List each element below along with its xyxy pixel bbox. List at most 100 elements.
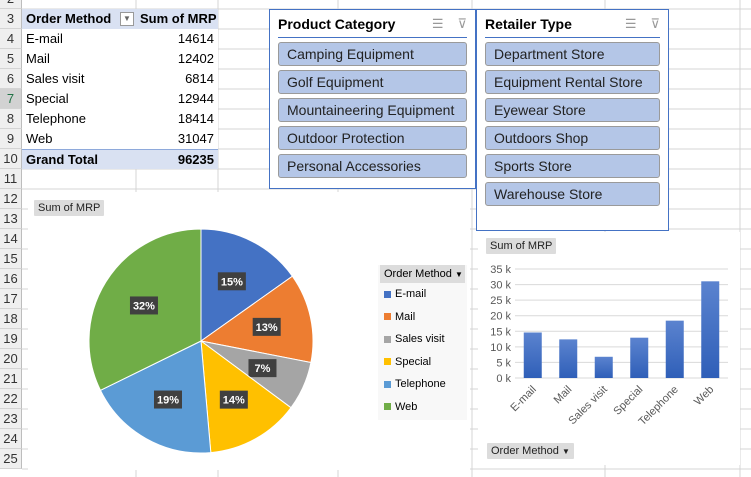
- row-header[interactable]: 16: [0, 269, 22, 289]
- bar-value-field-button[interactable]: Sum of MRP: [486, 238, 557, 254]
- slicer-item[interactable]: Equipment Rental Store: [485, 70, 660, 94]
- dropdown-arrow-icon: ▼: [454, 270, 463, 279]
- legend-label: E-mail: [395, 288, 427, 301]
- row-header[interactable]: 15: [0, 249, 22, 269]
- row-header[interactable]: 11: [0, 169, 22, 189]
- bar-mail[interactable]: [559, 339, 578, 378]
- slicer-item[interactable]: Warehouse Store: [485, 182, 660, 206]
- bar-special[interactable]: [630, 337, 649, 378]
- slicer-item[interactable]: Sports Store: [485, 154, 660, 178]
- row-header[interactable]: 24: [0, 429, 22, 449]
- legend-label: Mail: [395, 310, 416, 323]
- pivot-row-label[interactable]: E-mail: [22, 29, 136, 49]
- legend-swatch: [384, 290, 391, 298]
- row-header[interactable]: 9: [0, 129, 22, 149]
- row-header[interactable]: 8: [0, 109, 22, 129]
- slicer-item[interactable]: Camping Equipment: [278, 42, 467, 66]
- slicer-product-category: Product Category ☰ ⊽ Camping Equipment Golf…: [269, 9, 476, 189]
- row-header[interactable]: 14: [0, 229, 22, 249]
- data-label-box: [217, 272, 246, 291]
- row-header[interactable]: 6: [0, 69, 22, 89]
- bar-axis-field-button[interactable]: Order Method ▼: [487, 443, 574, 459]
- legend-field-button[interactable]: Order Method ▼: [380, 265, 465, 283]
- row-header[interactable]: 7: [0, 89, 22, 109]
- row-header[interactable]: 3: [0, 9, 22, 29]
- bar-sales-visit[interactable]: [594, 356, 613, 378]
- dropdown-arrow-icon: ▼: [561, 447, 570, 456]
- row-header[interactable]: 25: [0, 449, 22, 469]
- bar-plot: 0 k 5 k 10 k 15 k 20 k 25 k 30 k 35 k E-mail Mail…: [490, 264, 728, 428]
- legend-item[interactable]: E-mail: [378, 283, 467, 306]
- grand-total-label: Grand Total: [22, 149, 136, 169]
- pivot-row-value[interactable]: 6814: [136, 69, 218, 89]
- row-header[interactable]: 22: [0, 389, 22, 409]
- slicer-title: Product Category: [278, 15, 396, 32]
- axis-field-label: Order Method: [491, 445, 559, 457]
- clear-filter-icon[interactable]: ⊽: [457, 15, 467, 31]
- row-header[interactable]: 13: [0, 209, 22, 229]
- row-header[interactable]: 18: [0, 309, 22, 329]
- pivot-row-value[interactable]: 14614: [136, 29, 218, 49]
- pie-value-field-button[interactable]: Sum of MRP: [34, 200, 105, 216]
- pivot-row-label[interactable]: Sales visit: [22, 69, 136, 89]
- legend-item[interactable]: Telephone: [378, 373, 467, 396]
- slicer-item[interactable]: Eyewear Store: [485, 98, 660, 122]
- pie-data-label: 7%: [255, 363, 271, 375]
- pivot-row-label[interactable]: Special: [22, 89, 136, 109]
- pie-data-label: 14%: [223, 395, 245, 407]
- pivot-row-value[interactable]: 31047: [136, 129, 218, 149]
- legend-item[interactable]: Web: [378, 396, 467, 419]
- pivot-row-value[interactable]: 12402: [136, 49, 218, 69]
- x-tick-label: Mail: [552, 384, 575, 407]
- slicer-item[interactable]: Outdoor Protection: [278, 126, 467, 150]
- pie-plot: 15% 13% 7% 14% 19% 32%: [88, 228, 314, 454]
- row-header[interactable]: 12: [0, 189, 22, 209]
- legend-item[interactable]: Sales visit: [378, 328, 467, 351]
- x-tick-label: Web: [692, 384, 716, 408]
- row-header[interactable]: 21: [0, 369, 22, 389]
- y-tick-label: 25 k: [490, 295, 511, 307]
- legend-swatch: [384, 358, 391, 366]
- row-header[interactable]: 17: [0, 289, 22, 309]
- row-header[interactable]: 4: [0, 29, 22, 49]
- row-header[interactable]: 5: [0, 49, 22, 69]
- legend-item[interactable]: Mail: [378, 306, 467, 329]
- legend-label: Special: [395, 355, 432, 368]
- y-tick-label: 35 k: [490, 264, 511, 276]
- filter-dropdown-icon[interactable]: ▼: [120, 12, 134, 26]
- clear-filter-icon[interactable]: ⊽: [650, 15, 660, 31]
- bar-web[interactable]: [701, 281, 720, 378]
- bar-chart[interactable]: 0 k 5 k 10 k 15 k 20 k 25 k 30 k 35 k E-mail Mail…: [478, 232, 740, 465]
- multi-select-icon[interactable]: ☰: [624, 15, 637, 31]
- data-label-box: [219, 390, 248, 409]
- header-label: Order Method: [26, 11, 112, 26]
- pivot-row-value[interactable]: 18414: [136, 109, 218, 129]
- pie-data-label: 15%: [221, 276, 243, 288]
- row-header[interactable]: 19: [0, 329, 22, 349]
- row-header[interactable]: 23: [0, 409, 22, 429]
- legend-item[interactable]: Special: [378, 351, 467, 374]
- pie-legend: Order Method ▼ E-mail Mail Sales visit Spec…: [378, 265, 467, 420]
- legend-swatch: [384, 380, 391, 388]
- slicer-item[interactable]: Department Store: [485, 42, 660, 66]
- bar-telephone[interactable]: [665, 320, 684, 378]
- row-header[interactable]: 2: [0, 0, 22, 9]
- slicer-item[interactable]: Golf Equipment: [278, 70, 467, 94]
- pie-slice-e-mail[interactable]: [200, 228, 294, 342]
- y-tick-label: 15 k: [490, 326, 511, 338]
- pivot-header-order-method[interactable]: Order Method ▼: [22, 9, 136, 29]
- row-header[interactable]: 10: [0, 149, 22, 169]
- pivot-row-label[interactable]: Web: [22, 129, 136, 149]
- legend-swatch: [384, 313, 391, 321]
- slicer-item[interactable]: Personal Accessories: [278, 154, 467, 178]
- slicer-item[interactable]: Outdoors Shop: [485, 126, 660, 150]
- pivot-row-value[interactable]: 12944: [136, 89, 218, 109]
- pivot-row-label[interactable]: Mail: [22, 49, 136, 69]
- pivot-header-sum[interactable]: Sum of MRP: [136, 9, 218, 29]
- pivot-row-label[interactable]: Telephone: [22, 109, 136, 129]
- bar-e-mail[interactable]: [523, 332, 542, 378]
- row-header[interactable]: 20: [0, 349, 22, 369]
- y-tick-label: 10 k: [490, 342, 511, 354]
- slicer-item[interactable]: Mountaineering Equipment: [278, 98, 467, 122]
- multi-select-icon[interactable]: ☰: [431, 15, 444, 31]
